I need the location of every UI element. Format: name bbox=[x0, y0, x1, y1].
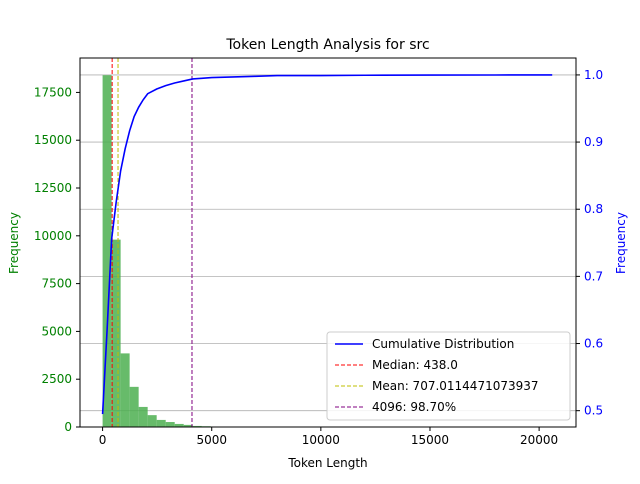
left-y-tick-label: 17500 bbox=[34, 85, 72, 99]
left-y-tick-label: 2500 bbox=[41, 372, 72, 386]
histogram-bar bbox=[148, 415, 157, 427]
left-y-tick-label: 12500 bbox=[34, 181, 72, 195]
legend: Cumulative Distribution Median: 438.0 Mean… bbox=[327, 332, 570, 420]
histogram-bar bbox=[112, 240, 121, 427]
right-y-tick-label: 0.5 bbox=[584, 404, 603, 418]
right-y-tick-label: 0.9 bbox=[584, 135, 603, 149]
legend-label: 4096: 98.70% bbox=[372, 400, 456, 414]
left-y-tick-label: 10000 bbox=[34, 229, 72, 243]
x-tick-label: 20000 bbox=[520, 433, 558, 447]
right-y-tick-label: 0.7 bbox=[584, 269, 603, 283]
x-axis-title: Token Length bbox=[287, 456, 367, 470]
histogram-bar bbox=[121, 353, 130, 427]
right-y-tick-label: 1.0 bbox=[584, 68, 603, 82]
x-tick-label: 5000 bbox=[196, 433, 227, 447]
legend-label: Median: 438.0 bbox=[372, 358, 458, 372]
right-y-axis-title: Frequency bbox=[614, 212, 628, 274]
histogram-bar bbox=[130, 387, 139, 427]
left-y-axis-title: Frequency bbox=[7, 212, 21, 274]
left-y-tick-label: 5000 bbox=[41, 324, 72, 338]
left-y-tick-label: 15000 bbox=[34, 133, 72, 147]
right-y-tick-label: 0.6 bbox=[584, 337, 603, 351]
x-tick-label: 0 bbox=[99, 433, 107, 447]
legend-label: Mean: 707.0114471073937 bbox=[372, 379, 539, 393]
histogram-bar bbox=[139, 407, 148, 427]
histogram-bar bbox=[166, 422, 175, 427]
left-y-tick-label: 7500 bbox=[41, 277, 72, 291]
right-y-tick-label: 0.8 bbox=[584, 202, 603, 216]
legend-label: Cumulative Distribution bbox=[372, 337, 514, 351]
left-y-tick-label: 0 bbox=[64, 420, 72, 434]
histogram-bar bbox=[157, 420, 166, 427]
x-tick-label: 15000 bbox=[411, 433, 449, 447]
x-tick-label: 10000 bbox=[302, 433, 340, 447]
chart-title: Token Length Analysis for src bbox=[225, 37, 429, 53]
